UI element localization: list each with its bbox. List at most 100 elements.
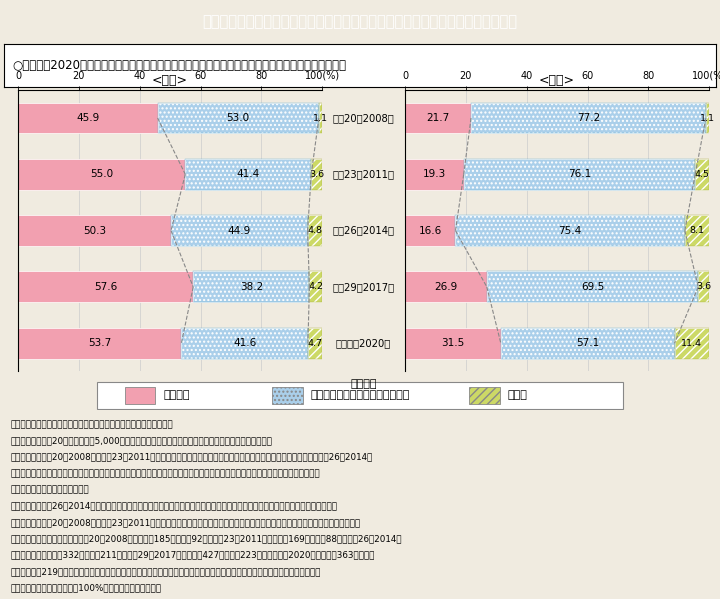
Bar [125, 387, 155, 404]
Text: 年以降は「身体的暴行」、「心理的攻撃」、「経済的圧迫」及び「性的強要」のいずれかの被害経験について誰かに相: 年以降は「身体的暴行」、「心理的攻撃」、「経済的圧迫」及び「性的強要」のいずれか… [11, 469, 320, 478]
Bar [18, 271, 193, 302]
Bar [471, 102, 706, 134]
Text: <男性>: <男性> [539, 74, 575, 87]
Bar [158, 102, 319, 134]
Text: どこ（だれ）にも相談しなかった: どこ（だれ）にも相談しなかった [311, 391, 410, 400]
Text: 41.6: 41.6 [233, 338, 256, 348]
Bar [18, 215, 171, 246]
Bar [185, 159, 311, 190]
Text: ５－３図　配偶者からの被害経験のある者のうち誰かに相談した者の割合の推移: ５－３図 配偶者からの被害経験のある者のうち誰かに相談した者の割合の推移 [202, 14, 518, 29]
Bar [310, 271, 323, 302]
Text: 平成20（2008）年及び23（2011）年は、過去５年以内に配偶者から何らかの被害を受けたことがあった者について集計。: 平成20（2008）年及び23（2011）年は、過去５年以内に配偶者から何らかの… [11, 518, 361, 527]
Bar [698, 271, 709, 302]
Bar [308, 328, 323, 359]
Bar [501, 328, 675, 359]
Bar [158, 102, 319, 134]
Bar [456, 215, 685, 246]
Text: 41.4: 41.4 [237, 170, 260, 179]
Bar [471, 102, 706, 134]
Text: 69.5: 69.5 [581, 282, 604, 292]
Text: 4.5: 4.5 [695, 170, 709, 179]
Text: 57.1: 57.1 [576, 338, 599, 348]
Bar [405, 215, 456, 246]
Text: 平成23（2011）: 平成23（2011） [333, 170, 395, 179]
Bar [675, 328, 709, 359]
Bar [193, 271, 310, 302]
Text: 16.6: 16.6 [418, 226, 442, 235]
Bar [501, 328, 675, 359]
Bar [319, 102, 323, 134]
Bar [487, 271, 698, 302]
Text: 年が女性332人、男性211人、平成29（2017）年が女性427人、男性223人、令和２（2020）年が女性363人、男性: 年が女性332人、男性211人、平成29（2017）年が女性427人、男性223… [11, 550, 375, 559]
Text: 57.6: 57.6 [94, 282, 117, 292]
Bar [405, 271, 487, 302]
Text: 4.8: 4.8 [307, 226, 323, 235]
Bar [311, 159, 323, 190]
Text: 平成26（2014）: 平成26（2014） [333, 226, 395, 235]
Bar [685, 215, 709, 246]
Bar [181, 328, 308, 359]
Text: 26.9: 26.9 [434, 282, 457, 292]
Text: 令和２（2020）: 令和２（2020） [336, 338, 391, 348]
Text: ２．全国20歳以上の男女5,000人を対象とした無作為抽出によるアンケート調査の結果による。: ２．全国20歳以上の男女5,000人を対象とした無作為抽出によるアンケート調査の… [11, 436, 273, 445]
Text: 11.4: 11.4 [681, 338, 703, 348]
Text: 77.2: 77.2 [577, 113, 600, 123]
Bar [405, 102, 471, 134]
Bar [405, 159, 464, 190]
Bar [706, 102, 709, 134]
Text: 4.7: 4.7 [307, 338, 323, 348]
Text: 1.1: 1.1 [313, 113, 328, 123]
Text: 1.1: 1.1 [700, 113, 715, 123]
Text: （年度）: （年度） [351, 379, 377, 389]
Text: 談した経験を調査。: 談した経験を調査。 [11, 485, 89, 494]
Text: 21.7: 21.7 [426, 113, 449, 123]
Text: 集計対象者は、平成20（2008）年が女性185人、男性92人、平成23（2011）年が女性169人、男性88人、平成26（2014）: 集計対象者は、平成20（2008）年が女性185人、男性92人、平成23（201… [11, 534, 402, 543]
Bar [308, 328, 323, 359]
Bar [18, 328, 181, 359]
Text: 45.9: 45.9 [76, 113, 99, 123]
Bar [706, 102, 709, 134]
Bar [171, 215, 307, 246]
Bar [675, 328, 709, 359]
Text: 44.9: 44.9 [228, 226, 251, 235]
Text: 53.7: 53.7 [88, 338, 112, 348]
Text: 3.6: 3.6 [309, 170, 324, 179]
Bar [698, 271, 709, 302]
Text: 無回答: 無回答 [508, 391, 528, 400]
Text: ５．四捨五入により100%とならない場合がある。: ５．四捨五入により100%とならない場合がある。 [11, 583, 162, 592]
Text: 75.4: 75.4 [559, 226, 582, 235]
Bar [307, 215, 322, 246]
Text: 平成29（2017）: 平成29（2017） [333, 282, 395, 292]
Text: 3.6: 3.6 [696, 282, 711, 292]
Bar [311, 159, 323, 190]
Text: 31.5: 31.5 [441, 338, 464, 348]
Text: ３．平成20（2008）年及び23（2011）年は「身体的暴行」、「心理的攻撃」及び「性的強要」のいずれか、平成26（2014）: ３．平成20（2008）年及び23（2011）年は「身体的暴行」、「心理的攻撃」… [11, 453, 373, 462]
Bar [696, 159, 709, 190]
Bar [310, 271, 323, 302]
Text: <女性>: <女性> [152, 74, 188, 87]
Text: ４．平成26（2014）年以降は、期間を区切らずに、配偶者から何らかの被害を受けたことがあった者について集計。また、: ４．平成26（2014）年以降は、期間を区切らずに、配偶者から何らかの被害を受け… [11, 501, 338, 511]
Text: （備考）１．内閣府「男女間における暴力に関する調査」より作成。: （備考）１．内閣府「男女間における暴力に関する調査」より作成。 [11, 420, 174, 429]
Bar [185, 159, 311, 190]
Text: 相談した: 相談した [163, 391, 189, 400]
Text: 38.2: 38.2 [240, 282, 263, 292]
Text: 55.0: 55.0 [90, 170, 113, 179]
Text: 53.0: 53.0 [227, 113, 250, 123]
Text: 平成20（2008）: 平成20（2008） [333, 113, 395, 123]
Bar [456, 215, 685, 246]
Bar [193, 271, 310, 302]
Bar [469, 387, 500, 404]
Text: 19.3: 19.3 [423, 170, 446, 179]
Bar [487, 271, 698, 302]
Bar [319, 102, 323, 134]
Text: 219人。前項３と合わせて、調査年により調査方法、設問内容等が異なることから、時系列比較には注意を要する。: 219人。前項３と合わせて、調査年により調査方法、設問内容等が異なることから、時… [11, 567, 321, 576]
Text: 4.2: 4.2 [308, 282, 323, 292]
Text: ○令和２（2020）年度を見ると、女性の約４割、男性の約６割はどこ（だれ）にも相談していない。: ○令和２（2020）年度を見ると、女性の約４割、男性の約６割はどこ（だれ）にも相… [12, 59, 346, 72]
Bar [18, 159, 185, 190]
Bar [171, 215, 307, 246]
Bar [464, 159, 696, 190]
Bar [18, 102, 158, 134]
Bar [464, 159, 696, 190]
Text: 8.1: 8.1 [690, 226, 705, 235]
Bar [181, 328, 308, 359]
